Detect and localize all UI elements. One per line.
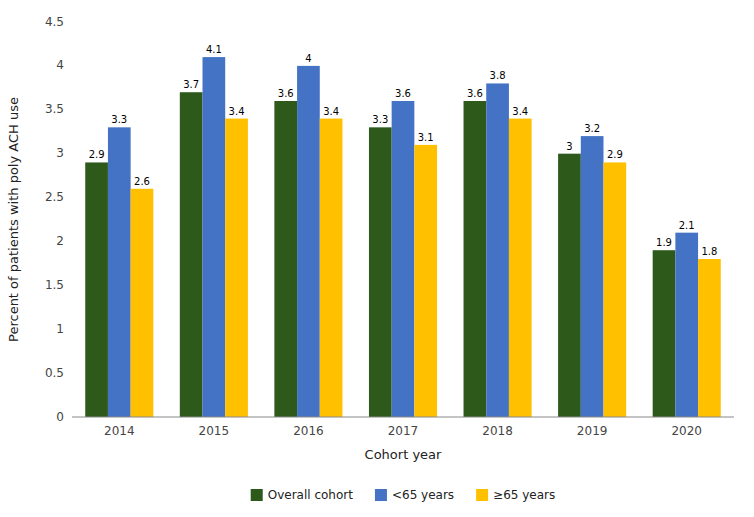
data-label: 4 — [305, 53, 311, 64]
data-label: 3 — [566, 141, 572, 152]
y-axis-title: Percent of patients with poly ACH use — [6, 97, 21, 342]
data-label: 4.1 — [206, 44, 222, 55]
legend-item: ≥65 years — [476, 488, 555, 502]
bar — [603, 162, 626, 417]
bar — [486, 83, 509, 417]
y-tick-label: 2.5 — [45, 190, 64, 204]
y-tick-label: 3.5 — [45, 102, 64, 116]
bar — [274, 101, 297, 417]
x-axis-title: Cohort year — [365, 447, 442, 462]
y-tick-label: 3 — [56, 146, 64, 160]
data-label: 3.1 — [418, 132, 434, 143]
bar — [675, 233, 698, 417]
data-label: 3.3 — [372, 114, 388, 125]
legend-label: <65 years — [392, 488, 454, 502]
data-label: 2.9 — [89, 149, 105, 160]
bar — [509, 119, 532, 417]
legend-item: <65 years — [375, 488, 454, 502]
bar — [320, 119, 343, 417]
data-label: 1.8 — [701, 246, 717, 257]
bar — [558, 154, 581, 417]
y-tick-label: 2 — [56, 234, 64, 248]
data-label: 2.9 — [607, 149, 623, 160]
bar — [131, 189, 154, 417]
x-tick-label: 2018 — [482, 424, 513, 438]
data-label: 3.7 — [183, 79, 199, 90]
data-label: 3.4 — [512, 106, 528, 117]
data-labels: 2.9 3.7 3.6 3.3 3.6 3 1.9 3.3 4.1 4 3.6 3.8 3.2 2.1 2.… — [89, 44, 718, 257]
bar — [108, 127, 131, 417]
y-tick-label: 0 — [56, 410, 64, 424]
y-tick-label: 4.5 — [45, 15, 64, 29]
legend-label: ≥65 years — [493, 488, 555, 502]
x-tick-label: 2017 — [388, 424, 419, 438]
bar — [369, 127, 392, 417]
data-label: 3.2 — [584, 123, 600, 134]
data-label: 2.6 — [134, 176, 150, 187]
chart: 0 0.5 1 1.5 2 2.5 3 3.5 4 4.5 2.9 3.7 3.6 3.3 3.6 3 1.9 3… — [0, 0, 754, 517]
bar — [581, 136, 604, 417]
x-axis-line — [72, 417, 734, 418]
bar — [464, 101, 487, 417]
x-axis: 2014 2015 2016 2017 2018 2019 2020 — [72, 417, 734, 438]
x-tick-label: 2014 — [104, 424, 135, 438]
bar — [414, 145, 437, 417]
x-tick-label: 2016 — [293, 424, 324, 438]
data-label: 3.4 — [229, 106, 245, 117]
data-label: 3.6 — [395, 88, 411, 99]
data-label: 1.9 — [656, 237, 672, 248]
y-tick-label: 4 — [56, 58, 64, 72]
chart-container: 0 0.5 1 1.5 2 2.5 3 3.5 4 4.5 2.9 3.7 3.6 3.3 3.6 3 1.9 3… — [0, 0, 754, 517]
data-label: 3.8 — [490, 70, 506, 81]
bar — [85, 162, 108, 417]
bar — [653, 250, 676, 417]
y-axis: 0 0.5 1 1.5 2 2.5 3 3.5 4 4.5 — [45, 15, 64, 424]
y-tick-label: 1.5 — [45, 278, 64, 292]
legend-swatch — [375, 489, 387, 501]
x-tick-label: 2015 — [199, 424, 230, 438]
y-tick-label: 1 — [56, 322, 64, 336]
legend-item: Overall cohort — [251, 488, 354, 502]
bar — [297, 66, 320, 417]
data-label: 2.1 — [679, 220, 695, 231]
bar — [203, 57, 226, 417]
bars — [85, 57, 721, 417]
legend: Overall cohort <65 years ≥65 years — [251, 488, 556, 502]
legend-label: Overall cohort — [268, 488, 354, 502]
x-tick-label: 2019 — [577, 424, 608, 438]
legend-swatch — [476, 489, 488, 501]
bar — [225, 119, 248, 417]
data-label: 3.3 — [111, 114, 127, 125]
data-label: 3.4 — [323, 106, 339, 117]
y-tick-label: 0.5 — [45, 366, 64, 380]
data-label: 3.6 — [467, 88, 483, 99]
bar — [180, 92, 203, 417]
data-label: 3.6 — [278, 88, 294, 99]
bar — [698, 259, 721, 417]
bar — [392, 101, 415, 417]
legend-swatch — [251, 489, 263, 501]
x-tick-label: 2020 — [671, 424, 702, 438]
